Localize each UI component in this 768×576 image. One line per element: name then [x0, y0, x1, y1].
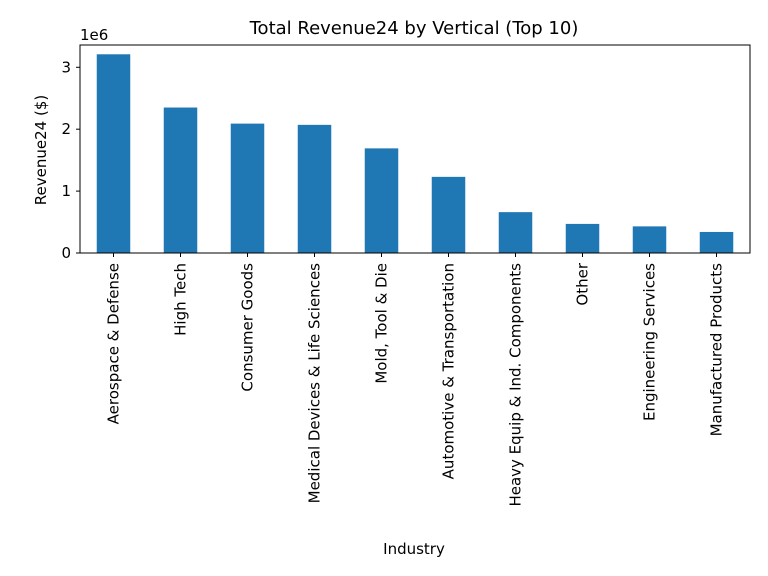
bar-8	[632, 226, 667, 253]
y-axis-label: Revenue24 ($)	[32, 95, 50, 205]
x-tick-label: High Tech	[172, 263, 190, 336]
x-tick-label: Medical Devices & Life Sciences	[306, 263, 324, 504]
plot-frame	[79, 44, 751, 254]
bar-2	[230, 123, 265, 253]
bar-1	[163, 107, 198, 254]
x-tick-label: Aerospace & Defense	[105, 263, 123, 424]
y-tick-label: 3	[61, 58, 71, 76]
y-ticks-group: 0 1 2 3	[61, 58, 80, 262]
bar-7	[565, 223, 600, 253]
bar-0	[96, 54, 131, 254]
x-tick-label: Mold, Tool & Die	[373, 263, 391, 384]
x-tick-label: Engineering Services	[641, 263, 659, 421]
y-tick-label: 2	[61, 120, 71, 138]
x-ticks-group: Aerospace & Defense High Tech Consumer Goo…	[105, 253, 726, 507]
bar-6	[498, 212, 533, 253]
bar-9	[699, 231, 734, 253]
bar-5	[431, 176, 466, 253]
x-tick-label: Automotive & Transportation	[440, 263, 458, 479]
bar-3	[297, 124, 332, 253]
x-axis-label: Industry	[383, 540, 445, 558]
x-tick-label: Manufactured Products	[708, 263, 726, 437]
y-tick-label: 0	[61, 244, 71, 262]
chart-title: Total Revenue24 by Vertical (Top 10)	[249, 18, 579, 39]
bar-4	[364, 148, 399, 253]
x-tick-label: Other	[574, 262, 592, 305]
x-tick-label: Consumer Goods	[239, 263, 257, 392]
x-tick-label: Heavy Equip & Ind. Components	[507, 263, 525, 507]
bars-group	[96, 54, 734, 254]
y-tick-label: 1	[61, 182, 71, 200]
y-axis-offset-label: 1e6	[80, 26, 108, 44]
